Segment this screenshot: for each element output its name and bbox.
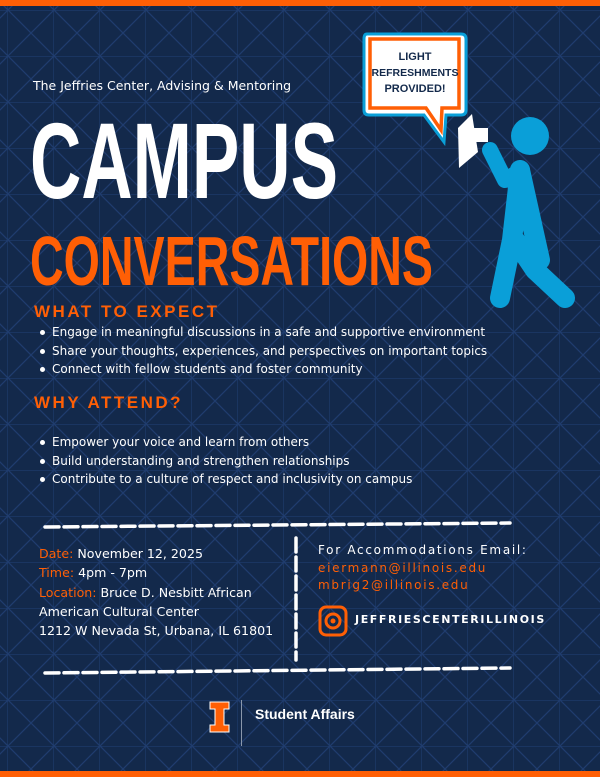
illinois-logo: [209, 701, 230, 733]
bottom-bar: [0, 771, 600, 777]
title-campus-wrap: CAMPUS: [30, 100, 338, 221]
attend-heading: WHY ATTEND?: [34, 393, 184, 412]
list-item: Engage in meaningful discussions in a sa…: [38, 323, 487, 342]
instagram-icon: [318, 605, 348, 637]
list-item: Contribute to a culture of respect and i…: [38, 470, 412, 489]
bubble-line2: REFRESHMENTS: [372, 67, 459, 79]
organizer: The Jeffries Center, Advising & Mentorin…: [33, 78, 292, 93]
bubble-line1: LIGHT: [399, 51, 432, 63]
location: Bruce D. Nesbitt African: [100, 584, 252, 600]
location-line2: American Cultural Center: [39, 603, 199, 619]
date-label: Date:: [39, 546, 74, 561]
list-item: Share your thoughts, experiences, and pe…: [38, 342, 487, 361]
student-affairs: Student Affairs: [255, 706, 355, 722]
time-label: Time:: [39, 565, 75, 581]
attend-list: Empower your voice and learn from others…: [38, 433, 412, 489]
dashed-frame: [43, 521, 512, 675]
email-link[interactable]: eiermann@illinois.edu: [318, 560, 488, 575]
list-item: Connect with fellow students and foster …: [38, 360, 487, 379]
time: 4pm - 7pm: [78, 565, 148, 581]
contact: For Accommodations Email: eiermann@illin…: [318, 542, 528, 595]
title-conversations: CONVERSATIONS: [30, 222, 433, 300]
instagram-handle[interactable]: JEFFRIESCENTERILLINOIS: [355, 613, 546, 626]
location-label: Location:: [39, 584, 97, 600]
email-link[interactable]: mbrig2@illinois.edu: [318, 578, 470, 592]
expect-list: Engage in meaningful discussions in a sa…: [38, 323, 487, 379]
contact-heading: For Accommodations Email:: [318, 543, 528, 557]
list-item: Build understanding and strengthen relat…: [38, 452, 412, 471]
title-campus: CAMPUS: [30, 100, 338, 221]
bubble-line3: PROVIDED!: [384, 83, 445, 95]
title-conversations-wrap: CONVERSATIONS: [30, 222, 433, 300]
megaphone-icon: [458, 114, 488, 168]
megaphone-person-illustration: LIGHT REFRESHMENTS PROVIDED!: [362, 32, 575, 308]
expect-heading: WHAT TO EXPECT: [34, 302, 220, 321]
logo-divider: [241, 700, 242, 746]
address: 1212 W Nevada St, Urbana, IL 61801: [39, 623, 274, 639]
event-details: Date: November 12, 2025 Time: 4pm - 7pm …: [39, 544, 273, 640]
top-bar: [0, 0, 600, 6]
date: November 12, 2025: [77, 546, 203, 561]
list-item: Empower your voice and learn from others: [38, 433, 412, 452]
